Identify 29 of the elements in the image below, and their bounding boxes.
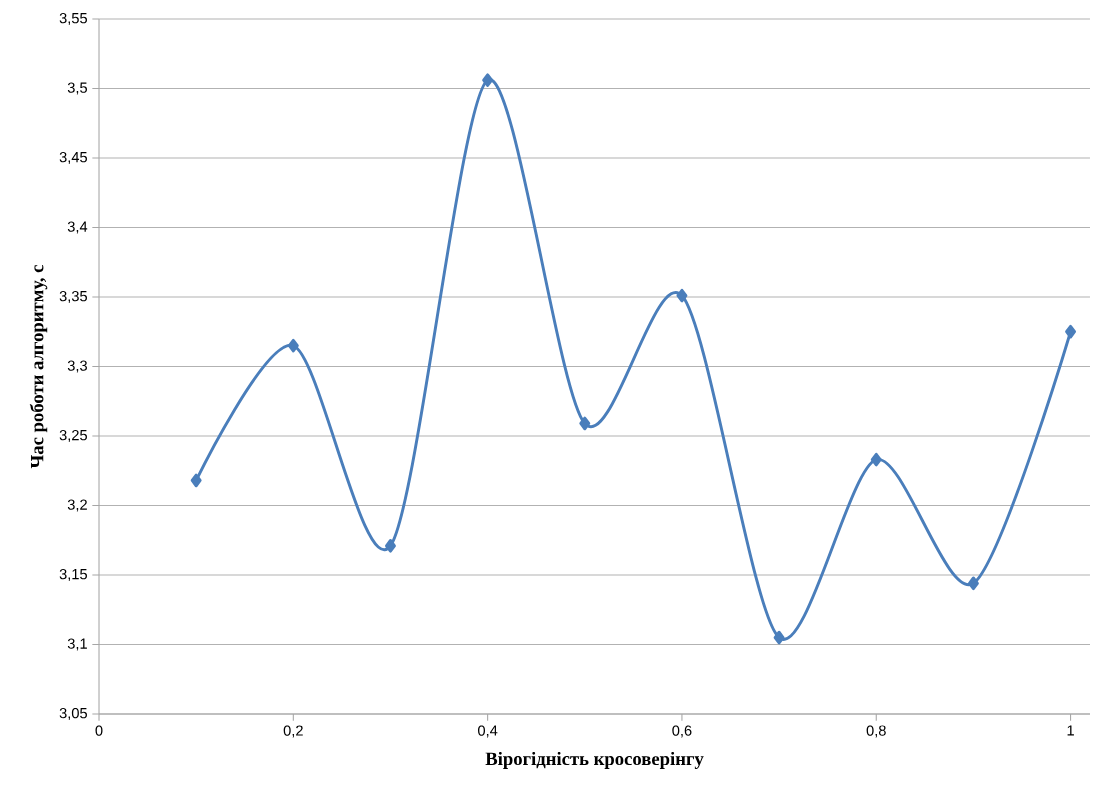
x-tick-label: 1: [1067, 725, 1074, 736]
point: [482, 73, 494, 87]
x-tick-label: 0,4: [478, 725, 498, 738]
x-tick-label: 0,6: [672, 725, 692, 738]
point: [967, 576, 979, 591]
point: [676, 288, 688, 303]
y-tick-label: 3,25: [59, 429, 87, 443]
x-tick-label: 0,8: [866, 725, 886, 738]
point: [1065, 324, 1077, 339]
y-tick-label: 3,35: [59, 290, 87, 304]
y-tick-label: 3,1: [67, 638, 87, 651]
point: [385, 539, 396, 553]
y-tick-label: 3,15: [59, 568, 87, 582]
y-tick-label: 3,05: [59, 707, 87, 721]
point: [190, 473, 202, 488]
y-axis-title: Час роботи алгоритму, с: [29, 265, 48, 469]
y-tick-label: 3,3: [67, 360, 87, 373]
point: [579, 416, 591, 431]
x-tick-label: 0: [95, 725, 103, 736]
y-tick-label: 3,45: [59, 151, 87, 165]
point: [287, 338, 299, 353]
x-axis-title: Вірогідність кросоверінгу: [485, 751, 704, 769]
y-tick-label: 3,2: [67, 499, 87, 512]
y-tick-label: 3,55: [59, 12, 87, 26]
y-tick-label: 3,4: [67, 221, 88, 234]
point: [870, 452, 882, 467]
y-tick-label: 3,5: [67, 82, 87, 95]
x-tick-label: 0,2: [283, 725, 303, 738]
point: [773, 630, 785, 645]
